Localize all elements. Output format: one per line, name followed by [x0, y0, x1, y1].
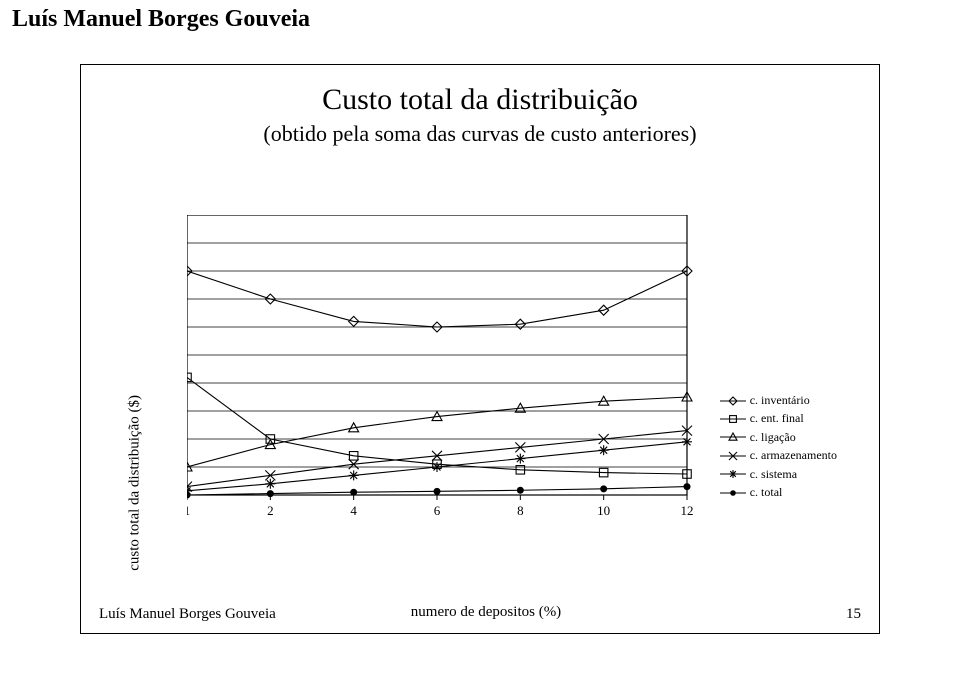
legend-label: c. inventário: [750, 392, 810, 409]
legend-item-sistema: c. sistema: [720, 466, 837, 483]
svg-text:8: 8: [517, 503, 524, 518]
chart-container: custo total da distribuição ($) 12468101…: [141, 215, 831, 575]
page-root: Luís Manuel Borges Gouveia Custo total d…: [0, 0, 960, 696]
legend-label: c. ent. final: [750, 410, 804, 427]
svg-text:6: 6: [434, 503, 441, 518]
page-number: 15: [846, 606, 861, 623]
svg-text:2: 2: [267, 503, 274, 518]
legend-item-entfinal: c. ent. final: [720, 410, 837, 427]
chart-svg: 124681012: [187, 215, 727, 535]
footer-author: Luís Manuel Borges Gouveia: [99, 606, 276, 623]
legend-item-ligacao: c. ligação: [720, 429, 837, 446]
y-axis-label: custo total da distribuição ($): [127, 395, 144, 571]
svg-text:12: 12: [681, 503, 694, 518]
legend-item-inventario: c. inventário: [720, 392, 837, 409]
svg-text:10: 10: [597, 503, 610, 518]
legend: c. inventárioc. ent. final c. ligaçãoc. a…: [720, 391, 837, 502]
author-header: Luís Manuel Borges Gouveia: [12, 6, 310, 33]
svg-text:4: 4: [350, 503, 357, 518]
chart-title-sub: (obtido pela soma das curvas de custo an…: [81, 121, 879, 147]
legend-label: c. armazenamento: [750, 447, 837, 464]
legend-item-total: c. total: [720, 484, 837, 501]
slide-frame: Custo total da distribuição (obtido pela…: [80, 64, 880, 634]
legend-label: c. ligação: [750, 429, 796, 446]
legend-label: c. total: [750, 484, 783, 501]
legend-item-armazenamento: c. armazenamento: [720, 447, 837, 464]
svg-text:1: 1: [187, 503, 190, 518]
legend-label: c. sistema: [750, 466, 797, 483]
chart-title-main: Custo total da distribuição: [81, 83, 879, 117]
